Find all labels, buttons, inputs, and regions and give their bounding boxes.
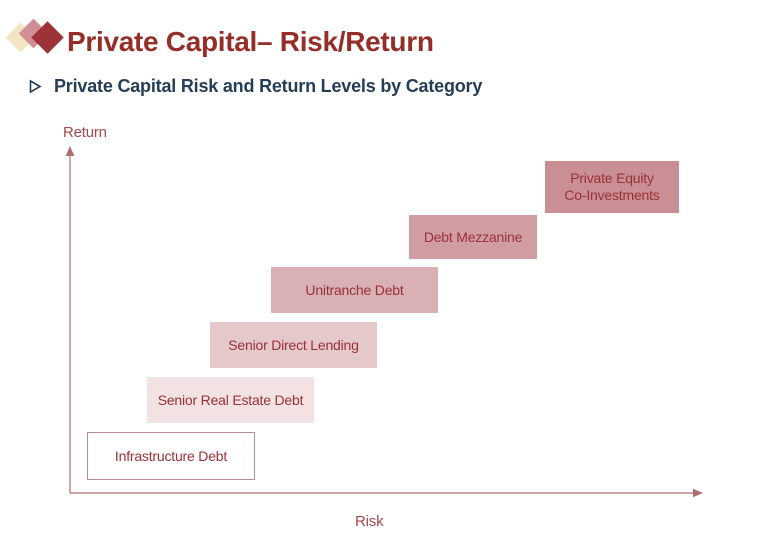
category-box-debt-mezzanine: Debt Mezzanine [409, 215, 537, 259]
page-title: Private Capital– Risk/Return [67, 26, 434, 57]
category-box-unitranche-debt: Unitranche Debt [271, 267, 438, 313]
chart-heading: Private Capital Risk and Return Levels b… [54, 76, 483, 96]
y-axis-arrowhead-icon [65, 146, 75, 156]
category-box-senior-direct-lending: Senior Direct Lending [210, 322, 377, 368]
arrowhead-bullet-icon [28, 79, 43, 94]
category-box-infrastructure-debt: Infrastructure Debt [87, 432, 255, 480]
x-axis-arrowhead-icon [693, 488, 703, 498]
category-box-senior-real-estate-debt: Senior Real Estate Debt [147, 377, 314, 423]
y-axis-label: Return [63, 124, 107, 141]
x-axis-label: Risk [355, 513, 384, 530]
category-box-private-equity-co-investments: Private Equity Co-Investments [545, 161, 679, 213]
subtitle-row: Private Capital Risk and Return Levels b… [28, 76, 482, 97]
